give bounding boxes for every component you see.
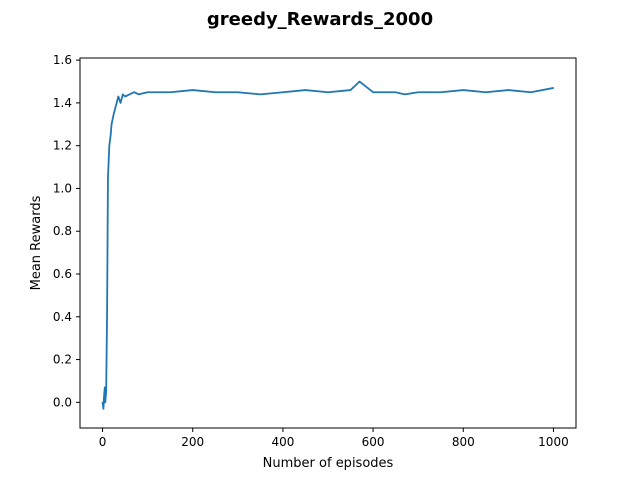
data-point bbox=[110, 134, 112, 136]
data-point bbox=[147, 91, 149, 93]
series-lines bbox=[101, 80, 555, 410]
data-point bbox=[104, 401, 106, 403]
data-point bbox=[138, 93, 140, 95]
data-point bbox=[485, 91, 487, 93]
x-tick-label: 200 bbox=[181, 435, 204, 449]
data-point bbox=[115, 104, 117, 106]
x-tick-label: 400 bbox=[271, 435, 294, 449]
data-point bbox=[107, 177, 109, 179]
y-tick-label: 0.4 bbox=[53, 310, 72, 324]
data-point bbox=[192, 89, 194, 91]
y-tick-label: 1.4 bbox=[53, 96, 72, 110]
data-point bbox=[133, 91, 135, 93]
y-tick-label: 1.2 bbox=[53, 139, 72, 153]
data-point bbox=[259, 93, 261, 95]
data-point bbox=[129, 93, 131, 95]
data-point bbox=[417, 91, 419, 93]
y-tick-label: 0.0 bbox=[53, 395, 72, 409]
data-point bbox=[304, 89, 307, 91]
y-axis-ticks: 0.0 0.2 0.4 0.6 0.8 1.0 1.2 1.4 1.6 bbox=[53, 53, 80, 409]
plot-area bbox=[80, 58, 576, 428]
x-tick-label: 1000 bbox=[538, 435, 569, 449]
chart-title: greedy_Rewards_2000 bbox=[207, 9, 433, 30]
data-point bbox=[530, 91, 532, 93]
y-tick-label: 0.2 bbox=[53, 353, 72, 367]
data-point bbox=[507, 89, 509, 91]
data-point bbox=[117, 95, 119, 98]
data-point bbox=[169, 91, 171, 93]
data-point bbox=[349, 89, 352, 91]
data-point bbox=[462, 89, 464, 91]
data-point bbox=[214, 91, 216, 93]
data-point bbox=[106, 316, 108, 318]
data-point bbox=[119, 102, 122, 104]
data-point bbox=[104, 386, 106, 388]
data-point bbox=[113, 113, 115, 115]
data-point bbox=[372, 91, 374, 93]
plot-frame bbox=[79, 57, 577, 429]
y-tick-label: 1.6 bbox=[53, 53, 72, 67]
y-tick-label: 0.6 bbox=[53, 267, 72, 281]
data-point bbox=[358, 80, 361, 83]
data-point bbox=[110, 123, 113, 125]
x-axis-ticks: 0 200 400 600 800 1000 bbox=[99, 428, 569, 449]
data-point bbox=[124, 95, 126, 98]
x-tick-label: 0 bbox=[99, 435, 107, 449]
data-point bbox=[122, 93, 124, 95]
data-point bbox=[552, 87, 555, 89]
data-point bbox=[440, 91, 442, 93]
x-tick-label: 600 bbox=[362, 435, 385, 449]
x-axis-label: Number of episodes bbox=[263, 456, 394, 471]
data-point bbox=[102, 408, 105, 410]
y-axis-label: Mean Rewards bbox=[29, 195, 44, 290]
y-tick-label: 1.0 bbox=[53, 181, 72, 195]
y-tick-label: 0.8 bbox=[53, 224, 72, 238]
x-tick-label: 800 bbox=[452, 435, 475, 449]
data-point bbox=[105, 391, 107, 393]
data-point bbox=[108, 145, 110, 147]
data-point bbox=[237, 91, 239, 93]
data-point bbox=[404, 93, 406, 95]
data-point bbox=[101, 401, 104, 403]
data-point bbox=[103, 397, 105, 399]
data-point bbox=[327, 91, 329, 93]
data-point bbox=[395, 91, 397, 93]
data-point bbox=[282, 91, 284, 93]
